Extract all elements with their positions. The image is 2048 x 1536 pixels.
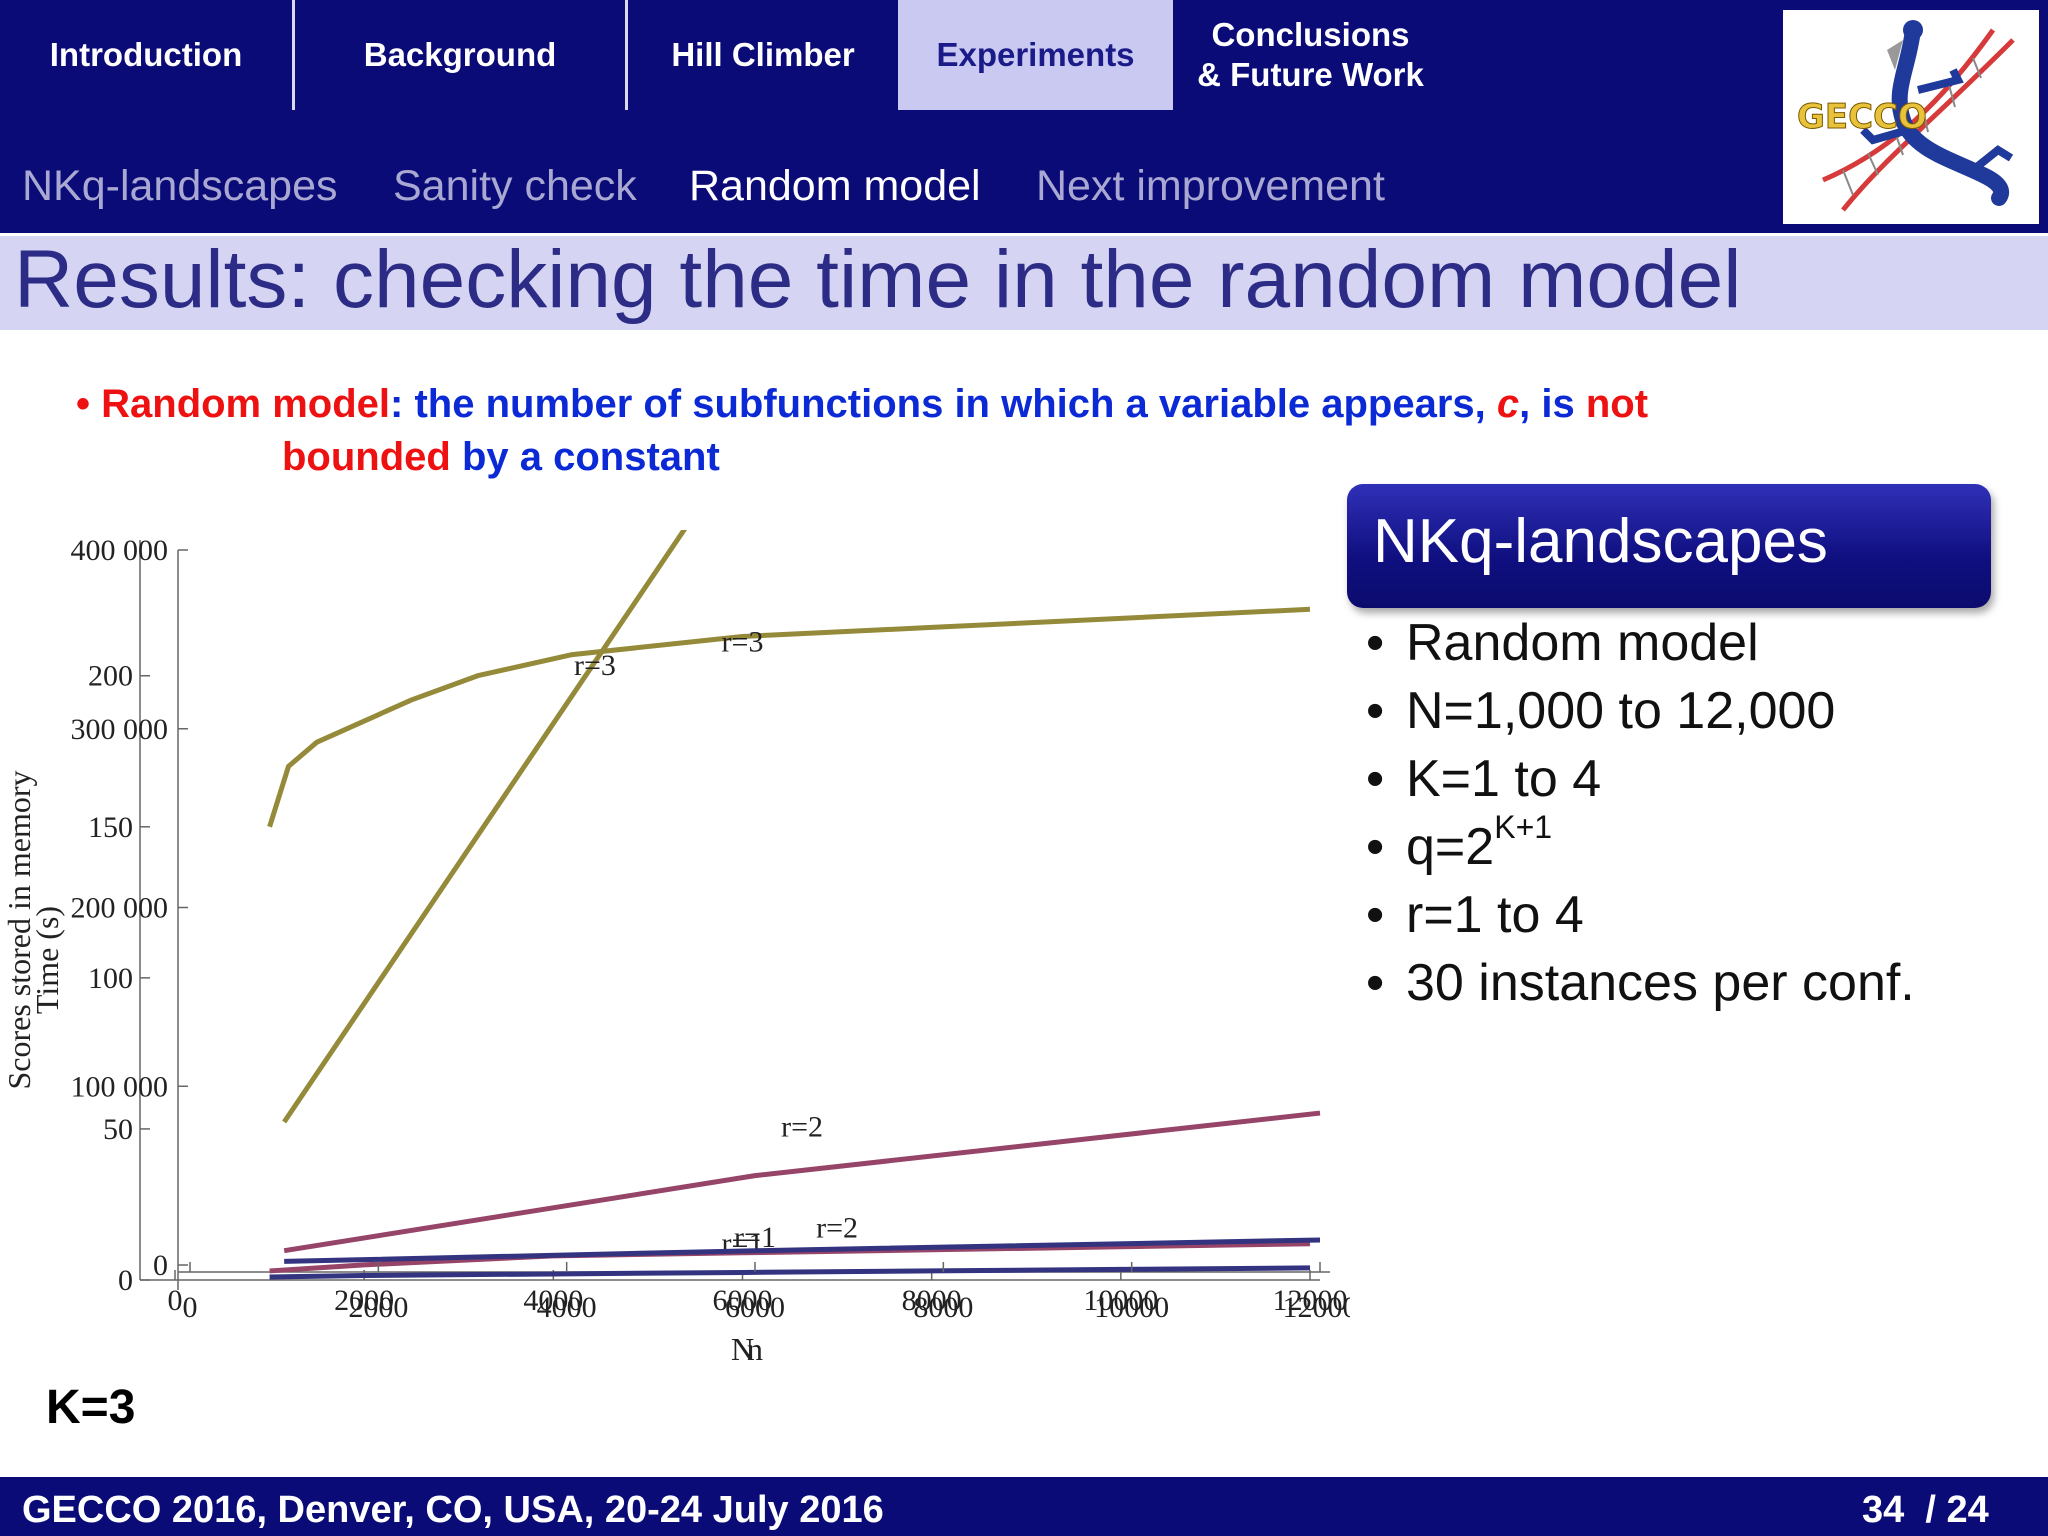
k-value-label: K=3 [46, 1381, 136, 1434]
tab-introduction[interactable]: Introduction [49, 36, 243, 73]
series-label: r=1 [734, 1221, 776, 1254]
series-label: r=3 [574, 649, 616, 682]
nkq-info-title: NKq-landscapes [1373, 507, 1828, 576]
bullet-word-not: not [1585, 382, 1649, 426]
bullet-text-part: , is [1519, 382, 1586, 426]
nkq-info-box [1347, 484, 1991, 608]
subnav-random-model[interactable]: Random model [689, 162, 981, 210]
gecco-logo: GECCO [1783, 10, 2039, 224]
tab-divider [625, 0, 628, 110]
y-tick-label: 400 000 [71, 534, 169, 567]
subnav-nkq-landscapes[interactable]: NKq-landscapes [22, 162, 338, 210]
x-tick-label: 2000 [348, 1291, 408, 1324]
svg-text:GECCO: GECCO [1797, 97, 1927, 137]
series-label: r=2 [816, 1212, 858, 1245]
y-tick-label: 0 [153, 1249, 168, 1282]
x-tick-label: 2000 [334, 1284, 394, 1317]
spec-item: • Random model [1366, 614, 1759, 672]
y-tick-label: 50 [103, 1113, 133, 1146]
y-tick-label: 150 [88, 811, 133, 844]
y-tick-label: 200 [88, 660, 133, 693]
spec-item: • K=1 to 4 [1366, 750, 1602, 808]
series-line-r-1 [284, 1237, 1321, 1264]
tab-hill-climber[interactable]: Hill Climber [671, 36, 855, 73]
footer-page-number: 34 / 24 [1862, 1489, 1989, 1531]
x-tick-label: 6000 [713, 1284, 773, 1317]
x-tick-label: 4000 [523, 1284, 583, 1317]
bullet-text-part: : the number of subfunctions in which a … [390, 382, 1497, 426]
title-band [0, 236, 2048, 330]
x-axis-label: n [747, 1331, 763, 1367]
bullet-term-random-model: Random model [101, 382, 391, 426]
x-tick-label: 0 [183, 1291, 198, 1324]
y-tick-label: 0 [118, 1264, 133, 1297]
spec-item: • N=1,000 to 12,000 [1366, 682, 1836, 740]
x-axis-label: N [731, 1331, 754, 1367]
x-tick-label: 12000 [1273, 1284, 1348, 1317]
gecco-logo-art: GECCO [1797, 20, 2015, 212]
x-tick-label: 0 [168, 1284, 183, 1317]
subnav-sanity-check[interactable]: Sanity check [393, 162, 637, 210]
slide-title: Results: checking the time in the random… [14, 234, 1742, 325]
series-line-r-3 [267, 606, 1311, 828]
y-tick-label: 200 000 [71, 892, 169, 925]
series-label: r=3 [722, 626, 764, 659]
tab-divider [292, 0, 295, 110]
footer-conference: GECCO 2016, Denver, CO, USA, 20-24 July … [22, 1489, 884, 1531]
series-label: r=2 [781, 1110, 823, 1143]
x-tick-label: 10000 [1094, 1291, 1169, 1324]
spec-item: • q=2K+1 [1366, 809, 1553, 876]
y-tick-label: 300 000 [71, 713, 169, 746]
x-tick-label: 8000 [902, 1284, 962, 1317]
y-axis-label: Scores stored in memory [1, 770, 37, 1089]
bullet-var-c: c [1496, 382, 1520, 426]
bullet-text-part: by a constant [450, 435, 720, 479]
tab-experiments[interactable]: Experiments [898, 0, 1173, 110]
footer-bar [0, 1477, 2048, 1536]
series-line-r-3 [282, 530, 688, 1124]
y-tick-label: 100 [88, 962, 133, 995]
x-tick-label: 8000 [913, 1291, 973, 1324]
subnav-next-improvement[interactable]: Next improvement [1036, 162, 1385, 210]
x-tick-label: 4000 [537, 1291, 597, 1324]
series-label: r=1 [722, 1227, 764, 1260]
tab-conclusions[interactable]: Conclusions & Future Work [1197, 16, 1424, 93]
y-axis-label: Time (s) [29, 906, 65, 1014]
spec-exponent: K+1 [1494, 809, 1553, 845]
y-tick-label: 100 000 [71, 1070, 169, 1103]
spec-item: • r=1 to 4 [1366, 886, 1584, 944]
bullet-line-1: • Random model: the number of subfunctio… [76, 382, 1648, 427]
bullet-dot: • [76, 382, 102, 426]
bullet-word-bounded: bounded [282, 435, 451, 479]
tab-background[interactable]: Background [363, 36, 557, 73]
bullet-line-2: bounded by a constant [282, 435, 720, 480]
x-tick-label: 6000 [725, 1291, 785, 1324]
x-tick-label: 10000 [1083, 1284, 1158, 1317]
series-line-r-2 [283, 1110, 1321, 1254]
x-tick-label: 12000 [1283, 1291, 1351, 1324]
series-line-r-1 [269, 1265, 1311, 1280]
spec-item: • 30 instances per conf. [1366, 954, 1915, 1012]
